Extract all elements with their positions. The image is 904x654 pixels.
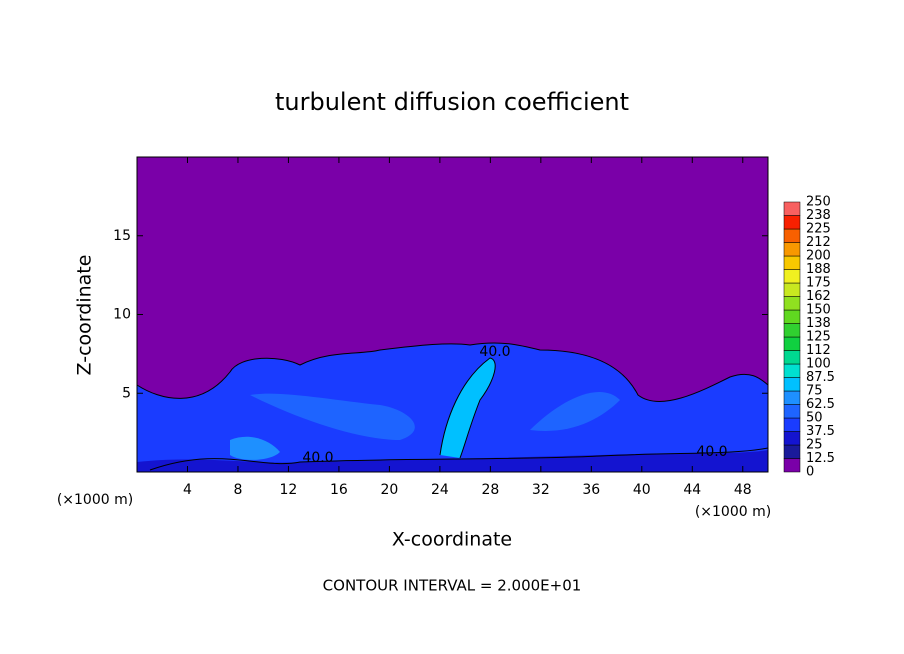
contour-label: 40.0: [696, 444, 727, 460]
colorbar-segment: [783, 336, 801, 351]
colorbar-label: 50: [806, 411, 823, 426]
colorbar-label: 175: [806, 276, 831, 291]
field-region: [440, 358, 496, 458]
colorbar-segment: [783, 377, 801, 392]
x-tick-label: 28: [481, 482, 499, 498]
colorbar-segment: [783, 417, 801, 432]
x-tick-label: 12: [280, 482, 298, 498]
colorbar-label: 188: [806, 262, 831, 277]
colorbar-label: 0: [806, 465, 814, 480]
colorbar-segment: [783, 323, 801, 338]
y-axis-label: Z-coordinate: [74, 255, 96, 376]
colorbar-label: 112: [806, 343, 831, 358]
x-tick-label: 24: [431, 482, 449, 498]
colorbar-label: 87.5: [806, 370, 835, 385]
x-tick-label: 40: [633, 482, 651, 498]
field-region: [230, 436, 280, 460]
contour-line: [149, 447, 769, 471]
colorbar-label: 125: [806, 330, 831, 345]
colorbar-label: 200: [806, 249, 831, 264]
colorbar-label: 138: [806, 316, 831, 331]
colorbar-label: 37.5: [806, 424, 835, 439]
colorbar-segment: [783, 363, 801, 378]
x-tick-label: 4: [183, 482, 192, 498]
colorbar-segment: [783, 350, 801, 365]
colorbar-label: 25: [806, 438, 823, 453]
colorbar-segment: [783, 404, 801, 419]
x-tick-label: 32: [532, 482, 550, 498]
colorbar-segment: [783, 296, 801, 311]
colorbar-label: 12.5: [806, 451, 835, 466]
x-tick-label: 44: [683, 482, 701, 498]
colorbar-segment: [783, 390, 801, 405]
chart-title: turbulent diffusion coefficient: [275, 88, 629, 116]
colorbar-label: 75: [806, 384, 823, 399]
colorbar-segment: [783, 255, 801, 270]
colorbar-segment: [783, 431, 801, 446]
y-tick-label: 5: [122, 385, 131, 401]
colorbar-label: 225: [806, 222, 831, 237]
x-tick-label: 8: [233, 482, 242, 498]
colorbar-label: 100: [806, 357, 831, 372]
x-unit: (×1000 m): [695, 504, 771, 520]
y-unit: (×1000 m): [57, 492, 133, 508]
colorbar-label: 62.5: [806, 397, 835, 412]
contour-label: 40.0: [302, 450, 333, 466]
colorbar-label: 162: [806, 289, 831, 304]
field-region: [250, 393, 415, 440]
colorbar-segment: [783, 282, 801, 297]
colorbar-segment: [783, 458, 801, 473]
colorbar-segment: [783, 309, 801, 324]
contour-line: [439, 357, 496, 459]
contour-label: 40.0: [479, 344, 510, 360]
colorbar-label: 250: [806, 195, 831, 210]
colorbar-segment: [783, 215, 801, 230]
contour-line: [136, 342, 769, 473]
colorbar-label: 238: [806, 208, 831, 223]
x-tick-label: 16: [330, 482, 348, 498]
colorbar-segment: [783, 201, 801, 216]
colorbar-segment: [783, 269, 801, 284]
x-axis-label: X-coordinate: [392, 529, 512, 551]
colorbar-segment: [783, 444, 801, 459]
y-tick-label: 10: [113, 307, 131, 323]
y-tick-label: 15: [113, 228, 131, 244]
colorbar-label: 150: [806, 303, 831, 318]
x-tick-label: 36: [582, 482, 600, 498]
colorbar-segment: [783, 242, 801, 257]
colorbar-label: 212: [806, 235, 831, 250]
colorbar-segment: [783, 228, 801, 243]
annotation: CONTOUR INTERVAL = 2.000E+01: [323, 577, 582, 595]
x-tick-label: 20: [380, 482, 398, 498]
field-region: [530, 391, 620, 431]
x-tick-label: 48: [734, 482, 752, 498]
